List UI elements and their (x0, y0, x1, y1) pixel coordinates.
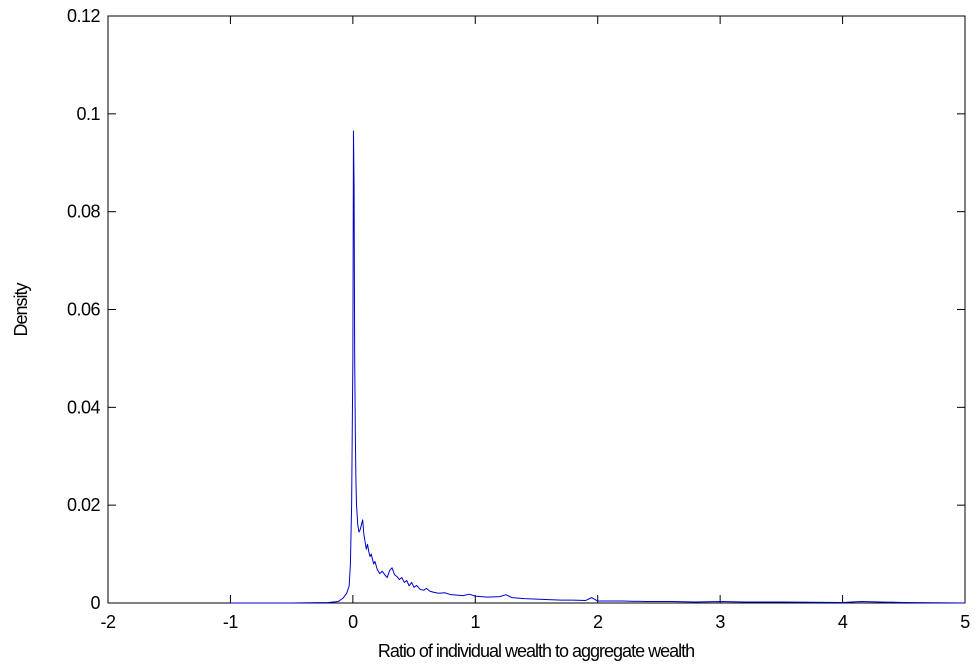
axis-ticks (107, 15, 966, 604)
x-tick-label: -1 (223, 612, 238, 632)
axis-tick-labels: -2 -1 0 1 2 3 4 5 0 0.02 0.04 0.06 0.08 0.1 0.12 (67, 6, 971, 632)
x-tick-label: 2 (593, 612, 603, 632)
series-layer (230, 130, 966, 604)
y-tick-label: 0.06 (67, 300, 101, 320)
y-tick-label: 0.12 (67, 6, 101, 26)
y-tick-label: 0.1 (76, 104, 100, 124)
x-tick-label: 1 (471, 612, 481, 632)
plot-frame (107, 15, 966, 604)
x-tick-label: 4 (838, 612, 848, 632)
y-tick-label: 0.02 (67, 495, 101, 515)
y-tick-label: 0.04 (67, 397, 101, 417)
x-tick-label: 5 (960, 612, 970, 632)
x-axis-label: Ratio of individual wealth to aggregate … (378, 641, 694, 661)
density-line (230, 130, 966, 604)
x-tick-label: -2 (100, 612, 115, 632)
x-tick-label: 3 (715, 612, 725, 632)
x-tick-label: 0 (348, 612, 358, 632)
y-axis-label: Density (11, 282, 31, 336)
y-tick-label: 0 (90, 593, 100, 613)
y-tick-label: 0.08 (67, 202, 101, 222)
